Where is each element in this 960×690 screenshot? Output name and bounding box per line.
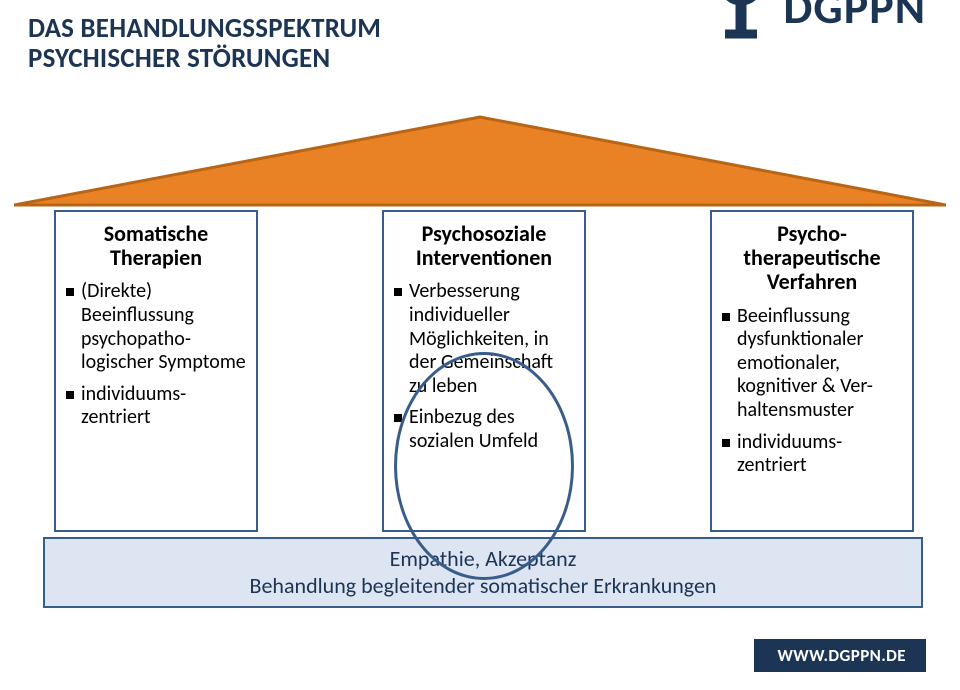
psi-icon [713, 0, 769, 44]
pillar-bullet: individuums-zentriert [722, 431, 902, 478]
bullet-icon [66, 391, 74, 399]
dgppn-logo: DGPPN [713, 0, 926, 44]
roof-poly [14, 117, 946, 205]
bullet-icon [394, 288, 402, 296]
bullet-text: (Direkte) Beeinflussung psychopatho-logi… [81, 280, 246, 374]
pillar-0: Somatische Therapien (Direkte) Beeinfluss… [54, 210, 258, 532]
footer-url: WWW.DGPPN.DE [754, 639, 927, 672]
pillar-title: Psycho-therapeutische Verfahren [720, 222, 904, 295]
pillar-2: Psycho-therapeutische Verfahren Beeinflus… [710, 210, 914, 532]
roof-triangle [14, 115, 946, 207]
bullet-icon [66, 288, 74, 296]
bullet-text: individuums-zentriert [81, 383, 246, 430]
pillar-bullet: individuums-zentriert [66, 383, 246, 430]
bullet-icon [722, 439, 730, 447]
title-line1: DAS BEHANDLUNGSSPEKTRUM [28, 12, 381, 45]
bullet-text: Beeinflussung dysfunktionaler emotionale… [737, 305, 902, 423]
pillar-title: Somatische Therapien [64, 222, 248, 270]
pillar-bullet: Beeinflussung dysfunktionaler emotionale… [722, 305, 902, 423]
pillar-title: Psychosoziale Interventionen [392, 222, 576, 270]
bullet-text: individuums-zentriert [737, 431, 902, 478]
slide-title: DAS BEHANDLUNGSSPEKTRUM PSYCHISCHER STÖR… [20, 8, 460, 84]
logo-text: DGPPN [783, 0, 926, 36]
title-line2: PSYCHISCHER STÖRUNGEN [28, 42, 330, 75]
highlight-ellipse [394, 352, 574, 580]
pillar-bullet: (Direkte) Beeinflussung psychopatho-logi… [66, 280, 246, 374]
bullet-icon [722, 313, 730, 321]
